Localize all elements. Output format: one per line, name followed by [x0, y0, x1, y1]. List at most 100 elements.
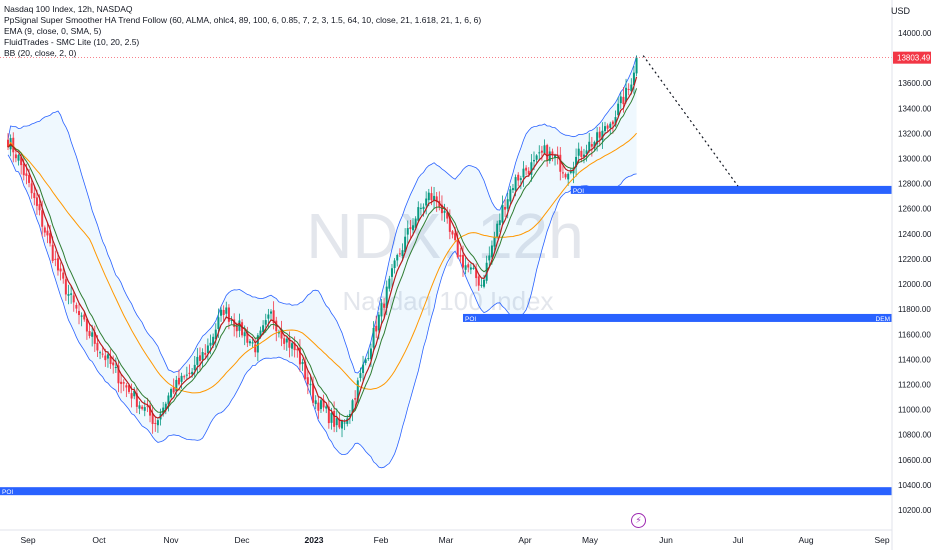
candle-body [117, 365, 120, 384]
candle-body [54, 258, 57, 260]
candle-body [385, 286, 388, 309]
candle-body [425, 198, 428, 206]
candle-body [67, 294, 70, 296]
price-tick: 13200.00 [898, 129, 932, 138]
candle-body [78, 310, 81, 316]
time-axis[interactable]: Sep Oct Nov Dec 2023 Feb Mar Apr May Jun Jul Aug Sep [0, 529, 892, 545]
smoother-line [7, 76, 638, 422]
candle-body [277, 331, 280, 334]
price-tick: 10400.00 [898, 481, 932, 490]
candle-body [51, 244, 54, 261]
candle-body [396, 254, 399, 261]
candle-body [514, 177, 517, 191]
candle-body [427, 192, 430, 201]
candle-body [388, 278, 391, 289]
candle-body [609, 123, 612, 128]
price-tick: 11200.00 [898, 380, 931, 389]
time-tick: Aug [798, 535, 813, 545]
candle-body [577, 148, 580, 156]
price-axis[interactable]: 14000.0013800.0013600.0013400.0013200.00… [891, 0, 932, 550]
candle-body [206, 345, 209, 354]
candle-body [585, 150, 588, 154]
legend-ppsignal[interactable]: PpSignal Super Smoother HA Trend Follow … [4, 15, 482, 25]
candle-body [412, 225, 415, 231]
candle-body [230, 319, 233, 321]
candle-body [254, 344, 257, 353]
candle-body [561, 172, 564, 174]
ema-line [7, 88, 638, 418]
legend-ema[interactable]: EMA (9, close, 0, SMA, 5) [4, 26, 102, 36]
candle-body [551, 151, 554, 156]
price-axis-bg [892, 0, 932, 550]
candle-body [546, 145, 549, 161]
candle-body [477, 276, 480, 286]
candle-body [433, 195, 436, 200]
candle-body [567, 173, 570, 180]
candle-body [149, 405, 152, 416]
candle-body [525, 167, 528, 171]
candle-body [319, 400, 322, 410]
candle-body [398, 253, 401, 255]
candle-body [540, 150, 543, 153]
candle-body [485, 262, 488, 281]
bb-fill [8, 55, 637, 468]
candle-body [448, 217, 451, 232]
candle-body [214, 329, 217, 340]
candle-body [143, 407, 146, 411]
candle-body [635, 57, 638, 74]
candle-body [625, 87, 628, 102]
candle-body [270, 311, 272, 314]
indicator-legend: Nasdaq 100 Index, 12h, NASDAQ PpSignal S… [4, 4, 481, 59]
candle-body [464, 265, 467, 270]
legend-symbol[interactable]: Nasdaq 100 Index, 12h, NASDAQ [4, 4, 133, 14]
candle-body [506, 199, 509, 209]
time-tick: Nov [163, 535, 179, 545]
time-tick: Jun [659, 535, 673, 545]
candle-body [630, 84, 633, 92]
candle-body [125, 385, 128, 388]
projection-line [642, 55, 739, 187]
candle-body [538, 152, 541, 154]
candle-body [183, 376, 186, 378]
candle-body [188, 372, 191, 375]
price-tick: 12400.00 [898, 230, 932, 239]
poi-zone-2 [0, 487, 892, 496]
bb-upper [7, 55, 637, 374]
candle-body [330, 412, 333, 423]
candle-body [7, 139, 9, 148]
candle-body [456, 239, 459, 258]
price-tick: 13400.00 [898, 104, 932, 113]
candle-body [322, 399, 325, 408]
candle-body [490, 245, 493, 258]
candle-body [70, 293, 73, 295]
candle-body [156, 420, 159, 426]
candle-body [12, 137, 15, 153]
candle-body [154, 422, 157, 424]
candle-body [406, 228, 409, 235]
candle-body [59, 268, 62, 272]
candle-body [533, 159, 535, 162]
candle-body [151, 413, 154, 425]
candle-body [390, 268, 393, 277]
currency-label: USD [890, 6, 910, 16]
candle-body [504, 206, 507, 210]
candle-body [511, 188, 514, 190]
candle-body [20, 157, 23, 166]
candle-body [85, 318, 88, 332]
candle-body [606, 125, 609, 129]
candle-body [243, 332, 246, 337]
projection-line [642, 55, 739, 187]
candle-body [80, 315, 83, 317]
candle-body [564, 174, 567, 178]
candle-body [180, 375, 183, 382]
candle-body [314, 400, 317, 405]
candle-body [298, 347, 301, 365]
candle-body [419, 207, 422, 209]
candle-body [454, 233, 457, 241]
legend-bb[interactable]: BB (20, close, 2, 0) [4, 48, 77, 58]
candle-body [93, 332, 96, 344]
flash-icon[interactable]: ⚡ [631, 513, 646, 528]
candle-body [193, 364, 196, 370]
legend-fluidtrades[interactable]: FluidTrades - SMC Lite (10, 20, 2.5) [4, 37, 140, 47]
